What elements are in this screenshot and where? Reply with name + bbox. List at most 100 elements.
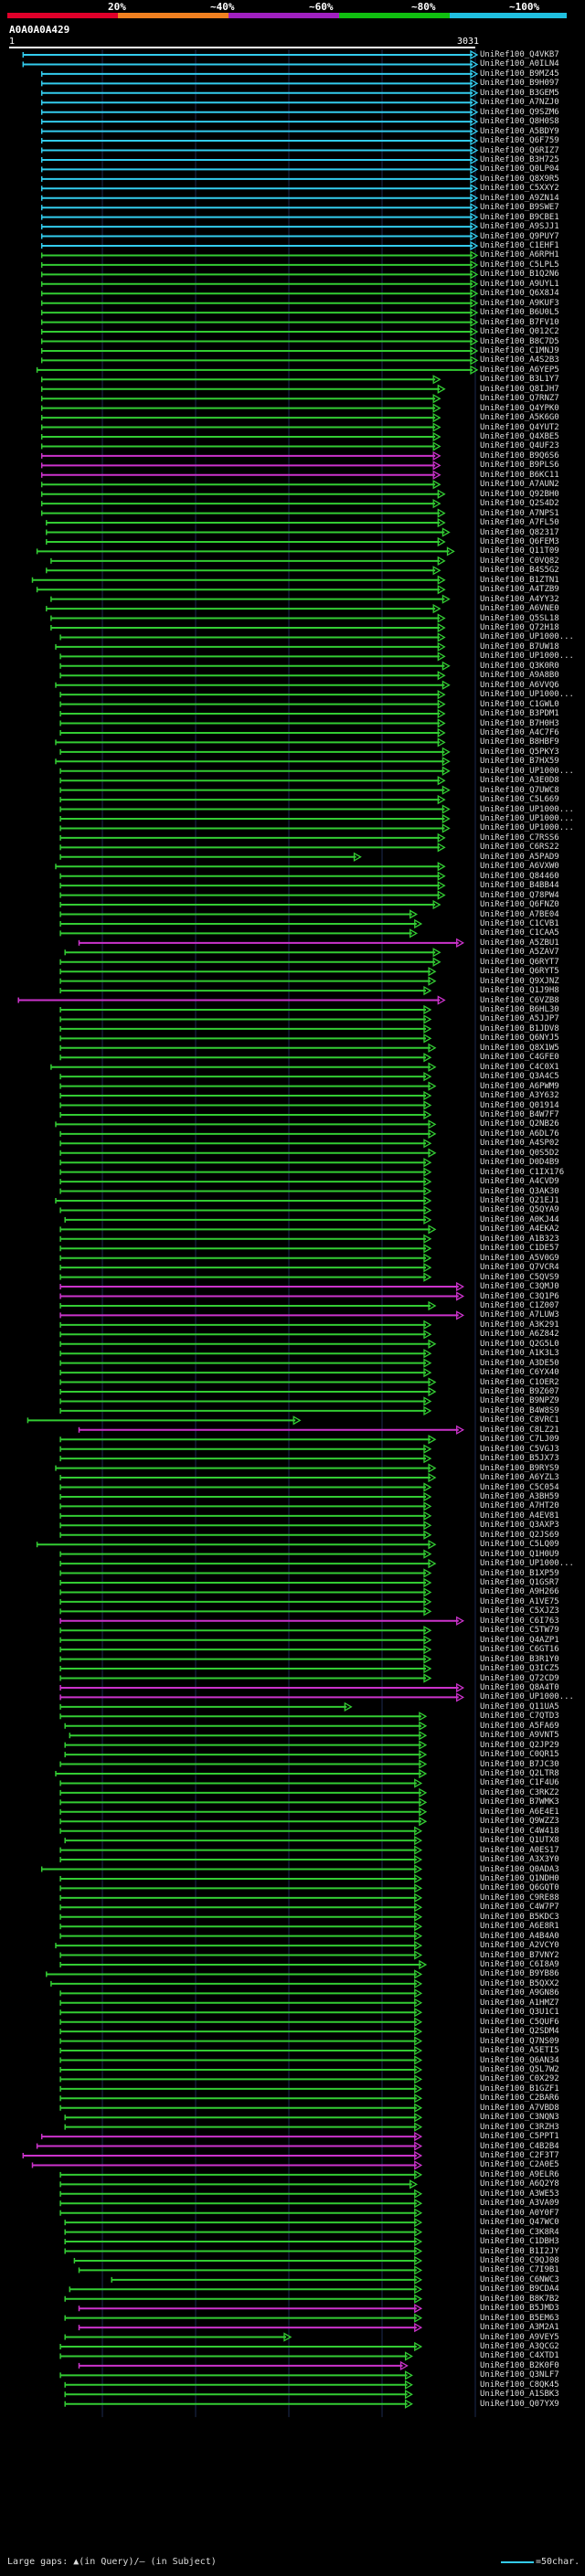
hit-link[interactable]: UniRef100_B5KDC3 xyxy=(480,1912,559,1922)
hit-link[interactable]: UniRef100_A4EV81 xyxy=(480,1511,559,1521)
hit-link[interactable]: UniRef100_A2VCY0 xyxy=(480,1941,559,1951)
hit-link[interactable]: UniRef100_Q1UTX8 xyxy=(480,1836,559,1846)
hit-link[interactable]: UniRef100_B4W8S9 xyxy=(480,1405,559,1415)
hit-link[interactable]: UniRef100_B9SWE7 xyxy=(480,203,559,213)
hit-link[interactable]: UniRef100_Q84460 xyxy=(480,871,559,881)
hit-link[interactable]: UniRef100_C5C054 xyxy=(480,1482,559,1492)
hit-link[interactable]: UniRef100_A6RPH1 xyxy=(480,250,559,260)
hit-link[interactable]: UniRef100_C1F4U6 xyxy=(480,1778,559,1788)
hit-link[interactable]: UniRef100_A4B4A0 xyxy=(480,1931,559,1941)
hit-link[interactable]: UniRef100_A9VNT5 xyxy=(480,1731,559,1741)
hit-link[interactable]: UniRef100_C4XTD1 xyxy=(480,2351,559,2361)
hit-link[interactable]: UniRef100_Q4AZP1 xyxy=(480,1635,559,1645)
hit-link[interactable]: UniRef100_Q82317 xyxy=(480,527,559,537)
hit-link[interactable]: UniRef100_C9RE88 xyxy=(480,1892,559,1903)
hit-link[interactable]: UniRef100_B3R1Y0 xyxy=(480,1654,559,1664)
hit-link[interactable]: UniRef100_Q6X8J4 xyxy=(480,289,559,299)
hit-link[interactable]: UniRef100_A3VA09 xyxy=(480,2199,559,2209)
hit-link[interactable]: UniRef100_Q6RIZ7 xyxy=(480,145,559,155)
hit-link[interactable]: UniRef100_A4TZB9 xyxy=(480,585,559,595)
hit-link[interactable]: UniRef100_C5PPT1 xyxy=(480,2132,559,2142)
hit-link[interactable]: UniRef100_UP1000... xyxy=(480,632,574,642)
hit-link[interactable]: UniRef100_A3BH59 xyxy=(480,1491,559,1501)
hit-link[interactable]: UniRef100_B5JMD3 xyxy=(480,2304,559,2314)
hit-link[interactable]: UniRef100_A0KJ44 xyxy=(480,1214,559,1224)
hit-link[interactable]: UniRef100_A6E8R1 xyxy=(480,1922,559,1932)
hit-link[interactable]: UniRef100_UP1000... xyxy=(480,690,574,700)
hit-link[interactable]: UniRef100_C5TW79 xyxy=(480,1626,559,1636)
hit-link[interactable]: UniRef100_C1DE57 xyxy=(480,1244,559,1254)
hit-link[interactable]: UniRef100_Q6AN34 xyxy=(480,2055,559,2065)
hit-link[interactable]: UniRef100_Q4YUT2 xyxy=(480,422,559,432)
hit-link[interactable]: UniRef100_A5V0G9 xyxy=(480,1253,559,1263)
hit-link[interactable]: UniRef100_A7NZJ0 xyxy=(480,98,559,108)
hit-link[interactable]: UniRef100_B9H097 xyxy=(480,79,559,89)
hit-link[interactable]: UniRef100_Q7VCR4 xyxy=(480,1263,559,1273)
hit-link[interactable]: UniRef100_C4B2B4 xyxy=(480,2141,559,2151)
hit-link[interactable]: UniRef100_UP1000... xyxy=(480,814,574,823)
hit-link[interactable]: UniRef100_Q5SL18 xyxy=(480,613,559,623)
hit-link[interactable]: UniRef100_A9GN86 xyxy=(480,1988,559,1998)
hit-link[interactable]: UniRef100_B4BB44 xyxy=(480,881,559,891)
hit-link[interactable]: UniRef100_A5K6G0 xyxy=(480,413,559,423)
hit-link[interactable]: UniRef100_C1GWL0 xyxy=(480,699,559,709)
hit-link[interactable]: UniRef100_C3QMJ0 xyxy=(480,1282,559,1292)
hit-link[interactable]: UniRef100_Q6GQT0 xyxy=(480,1883,559,1893)
hit-link[interactable]: UniRef100_C2F3T7 xyxy=(480,2151,559,2160)
hit-link[interactable]: UniRef100_Q0LP04 xyxy=(480,164,559,175)
hit-link[interactable]: UniRef100_B5JX73 xyxy=(480,1454,559,1464)
hit-link[interactable]: UniRef100_Q2SDM4 xyxy=(480,2027,559,2037)
hit-link[interactable]: UniRef100_B7FV10 xyxy=(480,317,559,327)
hit-link[interactable]: UniRef100_C5LQ09 xyxy=(480,1540,559,1550)
hit-link[interactable]: UniRef100_A6Q2Y8 xyxy=(480,2179,559,2189)
hit-link[interactable]: UniRef100_C5VGJ3 xyxy=(480,1444,559,1454)
hit-link[interactable]: UniRef100_Q2S4D2 xyxy=(480,499,559,509)
hit-link[interactable]: UniRef100_A9KUF3 xyxy=(480,298,559,308)
hit-link[interactable]: UniRef100_C5QUF6 xyxy=(480,2017,559,2027)
hit-link[interactable]: UniRef100_A1K3L3 xyxy=(480,1349,559,1359)
hit-link[interactable]: UniRef100_Q3AK30 xyxy=(480,1186,559,1196)
hit-link[interactable]: UniRef100_C1DBH3 xyxy=(480,2237,559,2247)
hit-link[interactable]: UniRef100_A6VVQ6 xyxy=(480,680,559,690)
hit-link[interactable]: UniRef100_C4C0X1 xyxy=(480,1062,559,1072)
hit-link[interactable]: UniRef100_A5JJP7 xyxy=(480,1014,559,1024)
hit-link[interactable]: UniRef100_Q8X9R5 xyxy=(480,174,559,184)
hit-link[interactable]: UniRef100_C5LPL5 xyxy=(480,260,559,270)
hit-link[interactable]: UniRef100_C3RKZ2 xyxy=(480,1787,559,1797)
hit-link[interactable]: UniRef100_Q6NYJ5 xyxy=(480,1034,559,1044)
hit-link[interactable]: UniRef100_B3PDM1 xyxy=(480,709,559,719)
hit-link[interactable]: UniRef100_A7FL50 xyxy=(480,518,559,528)
hit-link[interactable]: UniRef100_A7AUN2 xyxy=(480,480,559,490)
hit-link[interactable]: UniRef100_C3K8R4 xyxy=(480,2227,559,2237)
hit-link[interactable]: UniRef100_Q3U1C1 xyxy=(480,2008,559,2018)
hit-link[interactable]: UniRef100_B3GEM5 xyxy=(480,88,559,98)
hit-link[interactable]: UniRef100_Q5L7W2 xyxy=(480,2064,559,2074)
hit-link[interactable]: UniRef100_A3M2A1 xyxy=(480,2323,559,2333)
hit-link[interactable]: UniRef100_Q6FNZ0 xyxy=(480,900,559,910)
hit-link[interactable]: UniRef100_Q8IJH7 xyxy=(480,384,559,394)
hit-link[interactable]: UniRef100_C8VRC1 xyxy=(480,1415,559,1426)
hit-link[interactable]: UniRef100_Q2G5L0 xyxy=(480,1339,559,1349)
hit-link[interactable]: UniRef100_Q8H0S8 xyxy=(480,117,559,127)
hit-link[interactable]: UniRef100_C3NQN3 xyxy=(480,2113,559,2123)
hit-link[interactable]: UniRef100_A7NPS1 xyxy=(480,508,559,518)
hit-link[interactable]: UniRef100_C5QVS9 xyxy=(480,1272,559,1282)
hit-link[interactable]: UniRef100_B7HX59 xyxy=(480,757,559,767)
hit-link[interactable]: UniRef100_A3DE50 xyxy=(480,1358,559,1368)
hit-link[interactable]: UniRef100_C0VQ82 xyxy=(480,556,559,566)
hit-link[interactable]: UniRef100_C1CVB1 xyxy=(480,918,559,928)
hit-link[interactable]: UniRef100_C3RZH3 xyxy=(480,2122,559,2132)
hit-link[interactable]: UniRef100_Q2JS69 xyxy=(480,1530,559,1540)
hit-link[interactable]: UniRef100_A7BE04 xyxy=(480,909,559,919)
hit-link[interactable]: UniRef100_B5EM63 xyxy=(480,2313,559,2323)
hit-link[interactable]: UniRef100_Q47WC0 xyxy=(480,2218,559,2228)
hit-link[interactable]: UniRef100_B9Q6S6 xyxy=(480,451,559,461)
hit-link[interactable]: UniRef100_A4C7F6 xyxy=(480,727,559,737)
hit-link[interactable]: UniRef100_Q9WZZ3 xyxy=(480,1817,559,1827)
hit-link[interactable]: UniRef100_A7HT20 xyxy=(480,1501,559,1511)
hit-link[interactable]: UniRef100_Q1NDH0 xyxy=(480,1873,559,1883)
hit-link[interactable]: UniRef100_C6I763 xyxy=(480,1616,559,1626)
hit-link[interactable]: UniRef100_A9ELR6 xyxy=(480,2169,559,2179)
hit-link[interactable]: UniRef100_C1OER2 xyxy=(480,1377,559,1387)
hit-link[interactable]: UniRef100_Q3A4C5 xyxy=(480,1072,559,1082)
